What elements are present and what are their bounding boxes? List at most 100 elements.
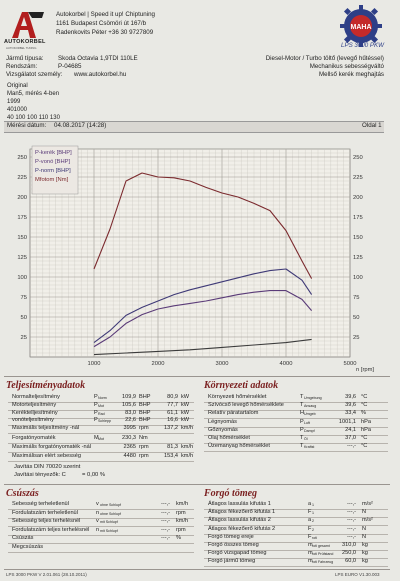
date-bar [4,121,384,133]
y-left-tick-label: 75 [21,295,27,301]
note-line: Man5, mérés 4-ben [7,91,60,97]
x-tick-label: 1000 [88,361,101,367]
env-unit: °C [361,435,368,441]
table-row-label: Átlagos fékezőerő kifutás 2 [208,525,276,532]
slip-unit: % [176,535,181,542]
table-row-symbol-sub: mit Schlupf [100,520,118,525]
table-row-line [204,443,388,444]
rotating-value: ---,- [346,501,356,507]
table-row-label: Keréktelljesítmény [12,409,58,416]
rotating-unit: kg [362,558,368,565]
value-primary: 83,0 [125,409,136,416]
series-line-p-vonó [93,338,312,356]
table-row-label: Fordulatszám teljes terhelésnél [12,526,90,533]
legend-p-norm: P-norm [BHP] [35,168,71,174]
env-unit: °C [361,402,368,409]
table-row-symbol: H [300,410,305,417]
table-row-label: Forgó tömeg ereje [208,533,254,540]
env-value: 39,6 [345,402,356,409]
value-primary: 109,9 [122,394,136,400]
table-row-line [204,402,388,403]
table-row-line [204,509,388,510]
plate-label: Rendszám: [6,63,38,70]
table-row-label: Maximális forgatónyomaték -nál [12,443,91,450]
unit-primary: rpm [139,443,149,450]
slip-unit: rpm [176,526,186,533]
gearbox-type: Mechanikus sebességváltó [309,63,384,70]
table-row-label: Normalteljesítmény [12,394,60,400]
unit-secondary: kW [181,409,190,416]
table-row-line [8,543,194,545]
y-right-tick-label: 25 [353,335,359,341]
table-row-line [8,433,194,435]
table-row-line [8,526,194,528]
x-tick-label: 5000 [344,361,357,367]
measurement-date-value: 04.08.2017 (14:28) [54,122,107,129]
environment-title: Környezeti adatok [204,380,279,391]
unit-secondary: kW [181,417,190,424]
env-value: 1001,1 [338,418,356,425]
y-right-tick-label: 225 [353,175,363,181]
table-row-symbol: M [94,435,99,441]
table-row-symbol-sub: roti gesamt [312,544,330,548]
logo-subtext: AUTOKORBEL TUNING [6,46,37,50]
value-primary: 3995 [123,425,136,432]
series-line-p-kerék [93,290,313,348]
env-value: 33,4 [345,410,356,417]
table-row-symbol: n [96,526,100,533]
slip-value: ---,- [160,501,170,507]
env-unit: hPa [361,418,371,425]
rotating-unit: m/s² [362,501,373,507]
table-row-line [8,534,194,536]
lower-separator [4,484,390,485]
value-primary: 22,6 [125,417,136,424]
table-row-symbol: T [300,394,304,400]
table-row-symbol-sub: 1 [312,503,314,507]
table-row-symbol-sub: 2 [312,519,314,524]
unit-primary: BHP [139,417,151,424]
table-row-label: Forgó összes tömeg [208,542,259,548]
y-left-tick-label: 125 [17,255,27,261]
company-line-2: 1161 Budapest Csömöri út 167/b [56,20,147,27]
y-left-tick-label: 100 [17,275,27,281]
table-row-symbol-sub: Norm [98,396,107,400]
table-row-label: Átlagos lassulás kifutás 1 [208,501,271,507]
x-axis-label: n [rpm] [356,367,374,373]
footer-right: LPS EURO V1.30.003 [335,572,380,577]
slip-value: ---,- [160,535,170,542]
y-left-tick-label: 200 [17,195,27,201]
unit-secondary: km/h [181,443,194,450]
unit-primary: rpm [139,425,149,432]
table-row-label: Motorteljesítmény [12,401,57,408]
drive-type: Mellső kerék meghajtás [319,71,384,78]
table-row-label: Sebesség terheletlenül [12,501,69,507]
table-row-line [204,434,388,436]
slip-unit: km/h [176,518,189,525]
rotating-unit: N [362,525,367,532]
table-row-line [8,509,194,510]
owner-value: www.autokorbel.hu [74,71,127,78]
y-left-tick-label: 250 [17,155,27,161]
table-row-symbol-sub: mit Schlupf [100,528,118,533]
value-secondary: 137,2 [164,425,178,432]
value-primary: 230,3 [122,435,136,441]
table-row-symbol-sub: Schlepp [98,419,111,424]
value-secondary: 77,7 [167,401,178,408]
page-number: Oldal 1 [362,122,382,129]
autokorbel-logo-icon [12,12,44,38]
table-row-line [204,426,388,428]
table-row-line [8,409,194,411]
table-row-line [8,517,194,519]
table-row-line [8,460,194,462]
unit-secondary: km/h [181,425,194,432]
table-row-line [204,418,388,420]
chart-legend-box [31,145,79,195]
table-row-line [204,451,388,453]
table-row-symbol-sub: ohne Schlupf [100,503,121,507]
rotating-value: ---,- [346,517,356,524]
note-line: 40 100 100 110 130 [7,115,60,121]
unit-primary: BHP [139,409,151,416]
table-row-symbol: P [94,417,98,424]
value-primary: 4480 [123,452,136,459]
value-secondary: 16,6 [167,417,178,424]
